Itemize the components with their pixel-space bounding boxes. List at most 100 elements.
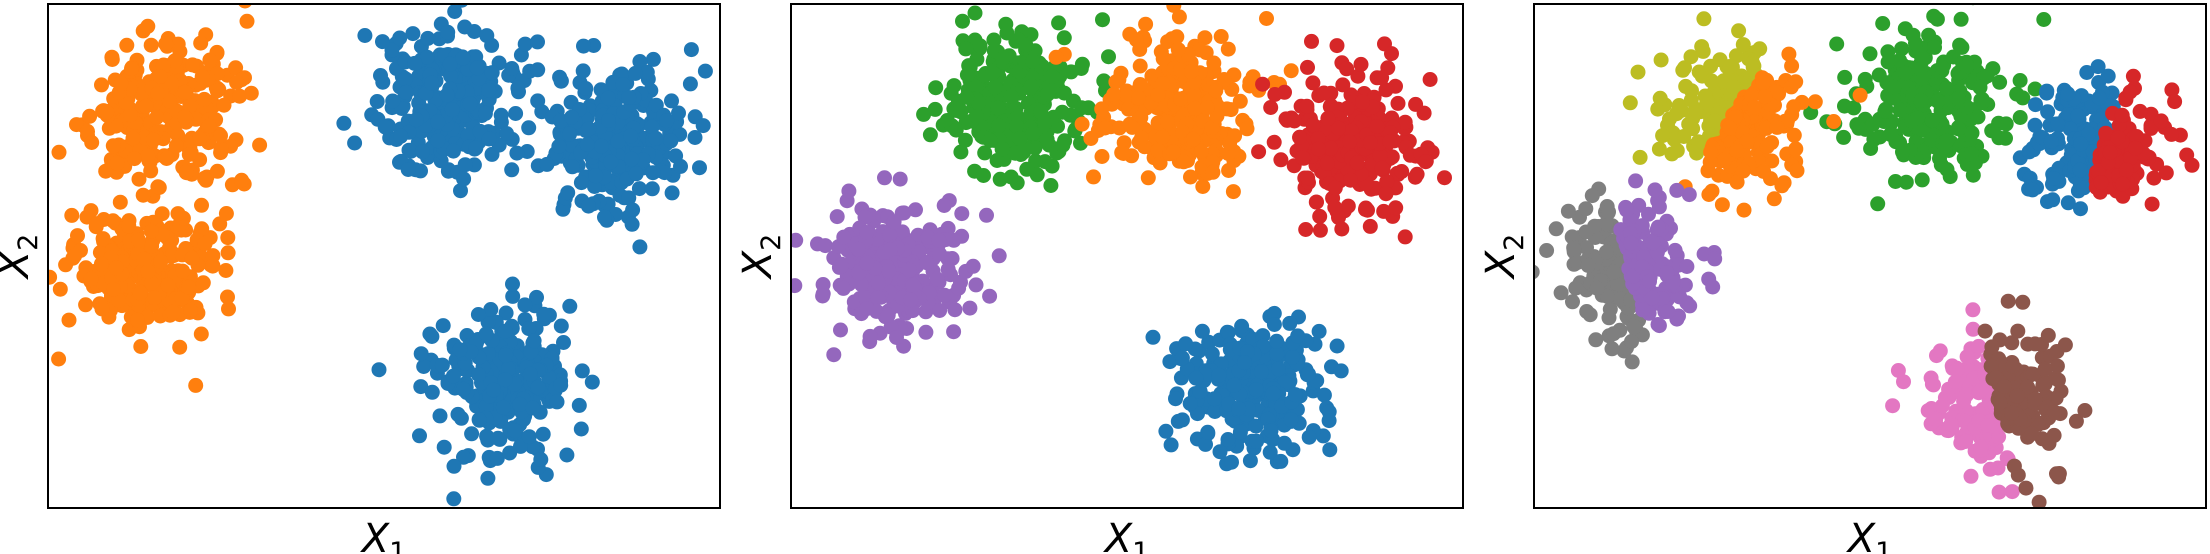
scatter-point xyxy=(51,144,67,160)
scatter-point xyxy=(535,426,551,442)
scatter-point xyxy=(371,362,387,378)
scatter-point xyxy=(1655,128,1671,144)
scatter-point xyxy=(1266,305,1282,321)
scatter-point xyxy=(1606,264,1622,280)
scatter-point xyxy=(560,185,576,201)
scatter-point xyxy=(2005,358,2021,374)
scatter-point xyxy=(627,65,643,81)
scatter-point xyxy=(209,163,225,179)
scatter-point xyxy=(695,118,711,134)
scatter-point xyxy=(648,130,664,146)
scatter-point xyxy=(1094,149,1110,164)
points-layer xyxy=(1534,4,2200,508)
scatter-point xyxy=(1635,302,1651,318)
scatter-point xyxy=(623,128,639,144)
scatter-point xyxy=(1939,81,1955,96)
scatter-point xyxy=(252,137,268,153)
scatter-point xyxy=(1204,346,1220,362)
scatter-point xyxy=(1579,240,1594,256)
scatter-point xyxy=(407,55,423,71)
scatter-point xyxy=(1606,326,1621,342)
scatter-point xyxy=(1984,339,2000,355)
scatter-point xyxy=(644,119,660,135)
scatter-point xyxy=(1263,100,1279,115)
series-1 xyxy=(1622,11,1768,165)
scatter-point xyxy=(1579,304,1595,319)
scatter-point xyxy=(1625,268,1641,284)
scatter-point xyxy=(1063,64,1079,80)
series-2 xyxy=(1251,33,1452,245)
scatter-point xyxy=(559,447,575,463)
scatter-point xyxy=(1187,100,1203,116)
scatter-point xyxy=(2070,108,2086,124)
scatter-point xyxy=(1378,82,1394,98)
scatter-point xyxy=(1895,144,1910,160)
scatter-point xyxy=(1037,154,1053,170)
scatter-point xyxy=(1355,94,1370,110)
scatter-point xyxy=(1301,429,1317,445)
scatter-point xyxy=(2122,84,2138,100)
scatter-point xyxy=(1222,135,1238,151)
scatter-point xyxy=(1251,144,1267,160)
scatter-point xyxy=(52,281,68,297)
scatter-point xyxy=(1374,160,1390,176)
scatter-point xyxy=(1242,78,1258,94)
scatter-point xyxy=(1650,219,1666,235)
scatter-point xyxy=(1870,196,1886,212)
scatter-point xyxy=(1224,454,1239,470)
scatter-point xyxy=(877,170,892,186)
scatter-point xyxy=(859,301,875,317)
scatter-point xyxy=(697,63,713,79)
scatter-point xyxy=(2051,466,2067,481)
scatter-point xyxy=(549,394,565,410)
scatter-point xyxy=(957,132,973,148)
scatter-point xyxy=(213,140,229,156)
scatter-point xyxy=(1220,325,1236,340)
scatter-point xyxy=(1745,55,1761,71)
scatter-point xyxy=(1054,104,1070,120)
scatter-point xyxy=(108,260,124,276)
series-6 xyxy=(1613,173,1723,334)
scatter-point xyxy=(931,233,947,248)
scatter-point xyxy=(414,144,430,160)
scatter-point xyxy=(445,368,461,384)
scatter-point xyxy=(483,302,499,317)
scatter-point xyxy=(989,153,1005,168)
scatter-point xyxy=(1333,363,1349,379)
scatter-point xyxy=(1983,358,1999,374)
scatter-point xyxy=(1624,334,1639,349)
scatter-point xyxy=(504,61,520,76)
scatter-point xyxy=(932,246,948,262)
scatter-point xyxy=(2090,59,2106,75)
scatter-point xyxy=(1132,77,1148,92)
scatter-point xyxy=(1150,143,1166,158)
scatter-point xyxy=(971,95,986,111)
scatter-point xyxy=(1924,112,1940,128)
scatter-point xyxy=(2048,370,2064,386)
scatter-point xyxy=(1242,453,1258,469)
scatter-point xyxy=(959,89,975,105)
scatter-point xyxy=(977,145,993,161)
series-1 xyxy=(336,4,713,507)
scatter-point xyxy=(499,126,515,141)
scatter-point xyxy=(113,76,129,92)
series-4 xyxy=(2088,68,2200,212)
scatter-point xyxy=(216,97,232,113)
scatter-point xyxy=(1353,56,1369,72)
scatter-point xyxy=(1619,202,1635,218)
scatter-point xyxy=(2048,390,2064,406)
scatter-point xyxy=(1039,131,1055,147)
scatter-point xyxy=(948,122,964,138)
scatter-point xyxy=(201,118,217,134)
scatter-point xyxy=(1409,166,1425,182)
scatter-point xyxy=(1883,127,1899,143)
scatter-point xyxy=(136,251,152,267)
scatter-point xyxy=(564,159,580,175)
scatter-point xyxy=(477,105,493,121)
scatter-point xyxy=(1971,338,1987,354)
scatter-point xyxy=(1653,52,1669,68)
series-3 xyxy=(791,170,1007,363)
scatter-point xyxy=(1865,117,1881,132)
scatter-point xyxy=(1156,50,1171,66)
scatter-point xyxy=(2004,335,2020,351)
